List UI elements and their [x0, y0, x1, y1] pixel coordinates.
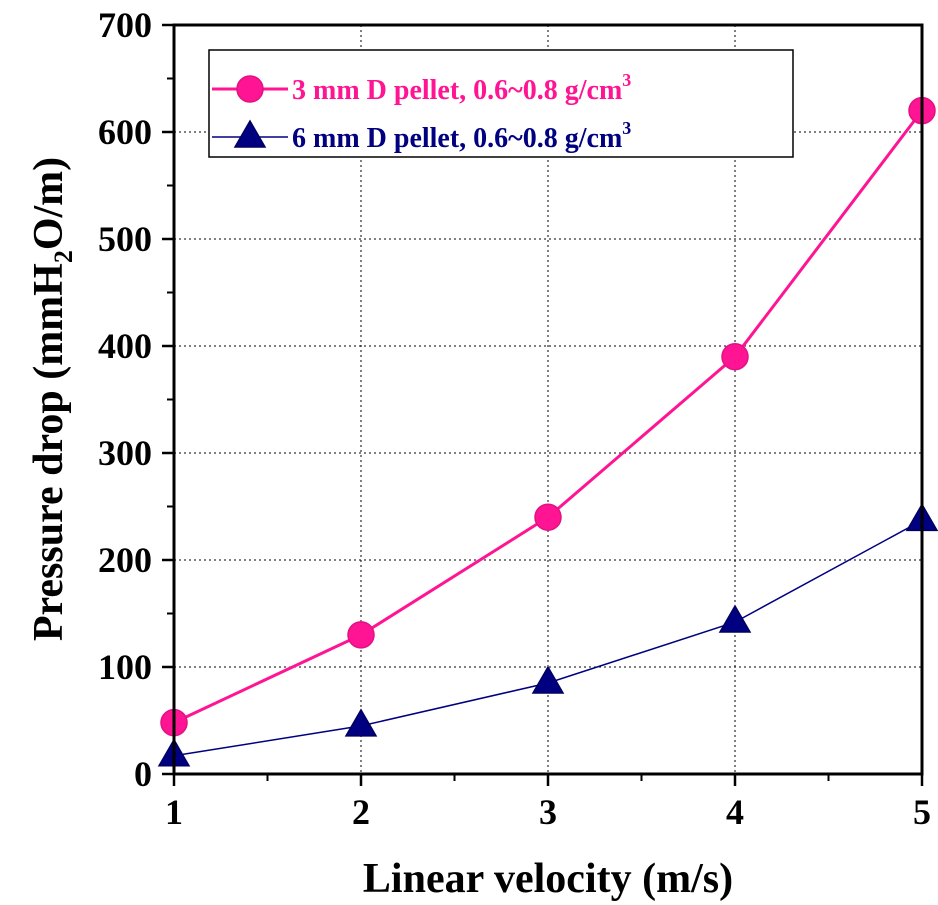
legend-label-series-2: 6 mm D pellet, 0.6~0.8 g/cm3	[292, 118, 631, 154]
y-tick-label: 300	[98, 433, 152, 473]
series-2-point	[344, 708, 378, 737]
plot-area-frame	[172, 23, 924, 776]
y-tick-label: 400	[98, 326, 152, 366]
series-2-point	[531, 665, 565, 694]
y-axis-title: Pressure drop (mmH2O/m)	[26, 157, 78, 641]
series-layer	[157, 96, 938, 767]
x-axis-title: Linear velocity (m/s)	[363, 856, 733, 902]
series-1-point	[534, 503, 562, 531]
x-tick-label: 1	[165, 792, 183, 832]
major-ticks	[162, 23, 924, 786]
legend-label-series-1: 3 mm D pellet, 0.6~0.8 g/cm3	[292, 70, 631, 106]
minor-ticks	[167, 77, 830, 781]
legend-circle-marker	[236, 75, 264, 103]
y-tick-label: 500	[98, 219, 152, 259]
y-tick-label: 0	[134, 754, 152, 794]
x-tick-label: 3	[539, 792, 557, 832]
y-axis-title-main: Pressure drop (mmH	[26, 263, 72, 641]
legend-label-series-1-main: 3 mm D pellet, 0.6~0.8 g/cm	[292, 75, 622, 106]
y-axis-title-subscript: 2	[49, 250, 78, 263]
x-tick-label: 4	[726, 792, 744, 832]
legend-label-series-1-sup: 3	[622, 70, 631, 90]
legend-label-series-2-sup: 3	[622, 118, 631, 138]
x-tick-labels: 1 2 3 4 5	[165, 792, 931, 832]
series-2-point	[718, 604, 752, 633]
x-tick-label: 2	[352, 792, 370, 832]
legend: 3 mm D pellet, 0.6~0.8 g/cm3 6 mm D pell…	[208, 49, 794, 158]
y-tick-label: 600	[98, 112, 152, 152]
series-1-point	[347, 621, 375, 649]
legend-item-series-2: 6 mm D pellet, 0.6~0.8 g/cm3	[212, 118, 631, 154]
legend-triangle-marker	[233, 119, 267, 148]
legend-box	[208, 49, 794, 158]
y-tick-label: 200	[98, 540, 152, 580]
series-1-point	[721, 342, 749, 371]
y-tick-label: 100	[98, 647, 152, 687]
x-tick-label: 5	[913, 792, 931, 832]
y-tick-label: 700	[98, 5, 152, 45]
legend-label-series-2-main: 6 mm D pellet, 0.6~0.8 g/cm	[292, 123, 622, 154]
legend-item-series-1: 3 mm D pellet, 0.6~0.8 g/cm3	[212, 70, 631, 106]
y-tick-labels: 0 100 200 300 400 500 600 700	[98, 5, 152, 794]
y-axis-title-rest: O/m)	[26, 157, 72, 250]
